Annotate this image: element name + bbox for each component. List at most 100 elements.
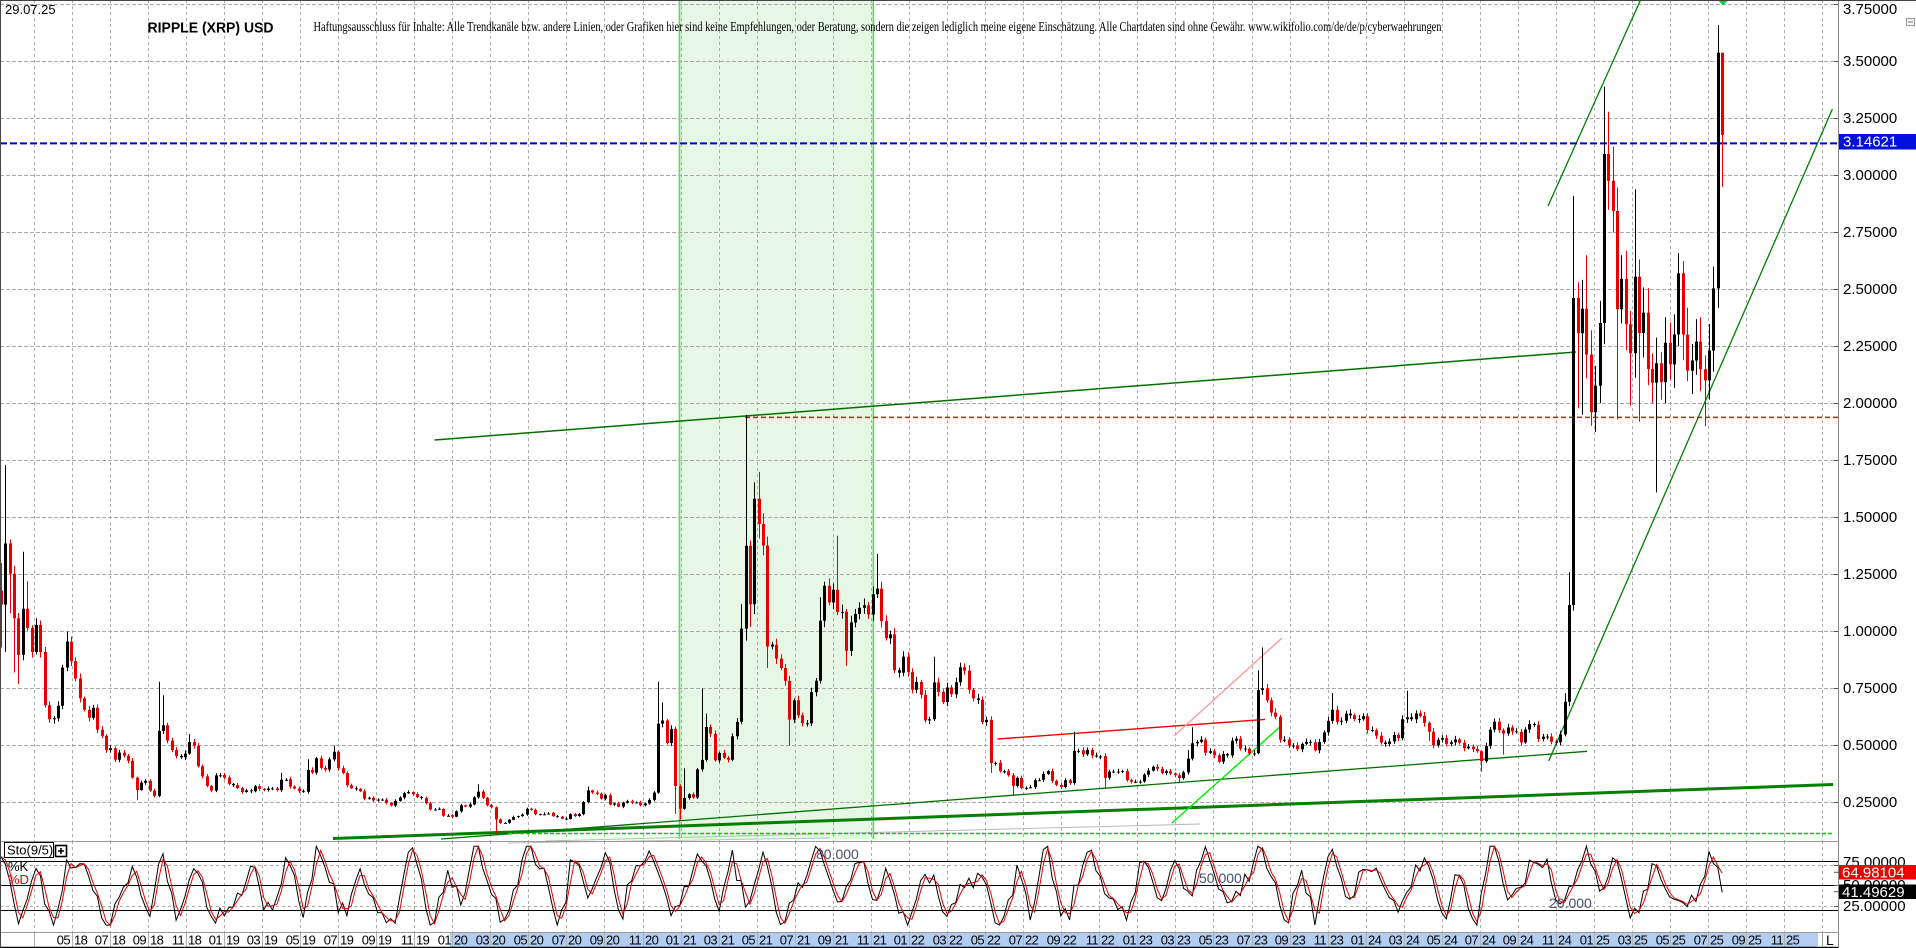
svg-text:22: 22 bbox=[987, 933, 1001, 948]
svg-text:09: 09 bbox=[1047, 933, 1061, 948]
svg-text:21: 21 bbox=[797, 933, 811, 948]
svg-text:24: 24 bbox=[1368, 933, 1382, 948]
svg-text:20: 20 bbox=[454, 933, 468, 948]
svg-text:05: 05 bbox=[286, 933, 300, 948]
svg-text:25: 25 bbox=[1748, 933, 1762, 948]
svg-text:2.50000: 2.50000 bbox=[1843, 281, 1897, 298]
svg-text:11: 11 bbox=[1086, 933, 1099, 948]
svg-text:3.50000: 3.50000 bbox=[1843, 53, 1897, 70]
svg-text:24: 24 bbox=[1444, 933, 1458, 948]
svg-text:18: 18 bbox=[150, 933, 164, 948]
svg-text:07: 07 bbox=[780, 933, 794, 948]
svg-text:23: 23 bbox=[1292, 933, 1306, 948]
svg-text:3.14621: 3.14621 bbox=[1843, 134, 1897, 151]
svg-text:25: 25 bbox=[1710, 933, 1724, 948]
svg-text:07: 07 bbox=[1465, 933, 1479, 948]
svg-text:0.50000: 0.50000 bbox=[1843, 737, 1897, 754]
svg-text:07: 07 bbox=[1694, 933, 1708, 948]
svg-text:18: 18 bbox=[188, 933, 202, 948]
svg-text:03: 03 bbox=[704, 933, 718, 948]
svg-text:11: 11 bbox=[1542, 933, 1555, 948]
svg-text:23: 23 bbox=[1330, 933, 1344, 948]
svg-text:24: 24 bbox=[1558, 933, 1572, 948]
svg-text:3.00000: 3.00000 bbox=[1843, 167, 1897, 184]
svg-text:09: 09 bbox=[1503, 933, 1517, 948]
svg-text:22: 22 bbox=[911, 933, 925, 948]
svg-text:01: 01 bbox=[209, 933, 223, 948]
svg-text:23: 23 bbox=[1215, 933, 1229, 948]
svg-text:18: 18 bbox=[112, 933, 126, 948]
svg-text:03: 03 bbox=[1161, 933, 1175, 948]
svg-text:21: 21 bbox=[759, 933, 773, 948]
svg-text:01: 01 bbox=[438, 933, 452, 948]
svg-text:21: 21 bbox=[873, 933, 887, 948]
svg-text:09: 09 bbox=[362, 933, 376, 948]
svg-text:07: 07 bbox=[324, 933, 338, 948]
svg-text:11: 11 bbox=[857, 933, 870, 948]
svg-text:23: 23 bbox=[1177, 933, 1191, 948]
svg-text:20: 20 bbox=[606, 933, 620, 948]
svg-text:3.25000: 3.25000 bbox=[1843, 110, 1897, 127]
svg-text:22: 22 bbox=[1025, 933, 1039, 948]
svg-text:01: 01 bbox=[1351, 933, 1365, 948]
svg-text:09: 09 bbox=[1275, 933, 1289, 948]
svg-text:%D: %D bbox=[8, 872, 29, 887]
svg-text:07: 07 bbox=[95, 933, 109, 948]
svg-text:23: 23 bbox=[1254, 933, 1268, 948]
svg-text:64.98104: 64.98104 bbox=[1842, 865, 1905, 882]
svg-text:03: 03 bbox=[933, 933, 947, 948]
svg-text:1.00000: 1.00000 bbox=[1843, 623, 1897, 640]
svg-text:19: 19 bbox=[226, 933, 240, 948]
svg-text:0.75000: 0.75000 bbox=[1843, 680, 1897, 697]
svg-text:03: 03 bbox=[476, 933, 490, 948]
svg-text:05: 05 bbox=[1427, 933, 1441, 948]
svg-text:3.75000: 3.75000 bbox=[1843, 1, 1897, 18]
svg-text:19: 19 bbox=[302, 933, 316, 948]
svg-text:09: 09 bbox=[590, 933, 604, 948]
svg-text:01: 01 bbox=[666, 933, 680, 948]
svg-text:22: 22 bbox=[949, 933, 963, 948]
svg-text:0.25000: 0.25000 bbox=[1843, 794, 1897, 811]
svg-text:03: 03 bbox=[1618, 933, 1632, 948]
svg-text:07: 07 bbox=[552, 933, 566, 948]
svg-text:09: 09 bbox=[818, 933, 832, 948]
svg-text:80.000: 80.000 bbox=[816, 846, 859, 862]
svg-text:11: 11 bbox=[1314, 933, 1327, 948]
svg-text:L: L bbox=[1826, 932, 1834, 948]
svg-text:05: 05 bbox=[514, 933, 528, 948]
svg-text:50.000: 50.000 bbox=[1199, 870, 1242, 886]
svg-text:24: 24 bbox=[1482, 933, 1496, 948]
svg-text:%K: %K bbox=[8, 859, 29, 874]
svg-text:1.25000: 1.25000 bbox=[1843, 566, 1897, 583]
svg-text:24: 24 bbox=[1406, 933, 1420, 948]
svg-text:05: 05 bbox=[1656, 933, 1670, 948]
svg-text:Sto(9/5): Sto(9/5) bbox=[7, 843, 53, 858]
svg-text:21: 21 bbox=[683, 933, 697, 948]
svg-text:05: 05 bbox=[742, 933, 756, 948]
svg-text:09: 09 bbox=[133, 933, 147, 948]
svg-text:19: 19 bbox=[340, 933, 354, 948]
svg-text:20: 20 bbox=[568, 933, 582, 948]
svg-text:25.00000: 25.00000 bbox=[1843, 898, 1906, 915]
svg-text:29.07.25: 29.07.25 bbox=[5, 2, 56, 17]
svg-text:05: 05 bbox=[57, 933, 71, 948]
svg-text:11: 11 bbox=[629, 933, 642, 948]
svg-text:25: 25 bbox=[1596, 933, 1610, 948]
svg-text:05: 05 bbox=[971, 933, 985, 948]
svg-text:22: 22 bbox=[1101, 933, 1115, 948]
svg-text:05: 05 bbox=[1199, 933, 1213, 948]
svg-text:RIPPLE (XRP) USD: RIPPLE (XRP) USD bbox=[148, 20, 274, 37]
svg-text:20: 20 bbox=[492, 933, 506, 948]
svg-text:2.75000: 2.75000 bbox=[1843, 224, 1897, 241]
svg-text:20.000: 20.000 bbox=[1549, 895, 1592, 911]
svg-text:41.49629: 41.49629 bbox=[1842, 884, 1905, 901]
svg-text:09: 09 bbox=[1732, 933, 1746, 948]
svg-text:19: 19 bbox=[264, 933, 278, 948]
svg-text:07: 07 bbox=[1009, 933, 1023, 948]
svg-text:22: 22 bbox=[1063, 933, 1077, 948]
svg-text:19: 19 bbox=[378, 933, 392, 948]
svg-text:25: 25 bbox=[1634, 933, 1648, 948]
svg-text:20: 20 bbox=[645, 933, 659, 948]
svg-text:25: 25 bbox=[1672, 933, 1686, 948]
svg-text:11: 11 bbox=[172, 933, 185, 948]
